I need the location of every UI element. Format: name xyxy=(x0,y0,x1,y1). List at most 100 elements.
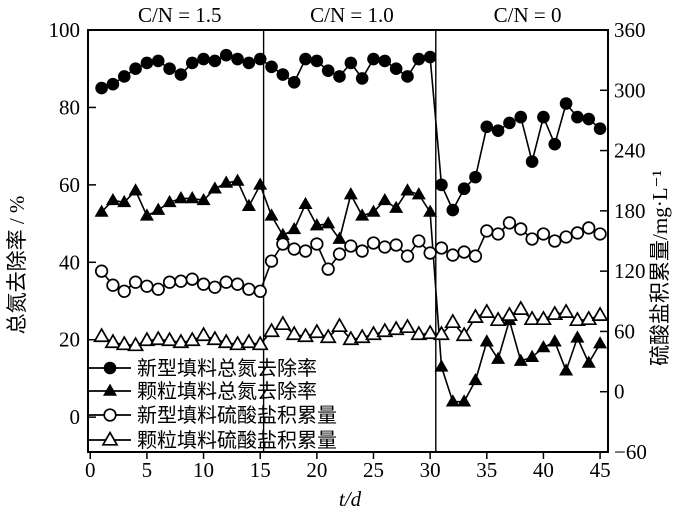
data-point-s1 xyxy=(197,52,210,66)
data-point-s2 xyxy=(525,349,540,362)
data-point-s3 xyxy=(570,226,585,240)
data-point-s1 xyxy=(401,70,414,83)
data-point-s4 xyxy=(93,327,111,343)
data-point-s2 xyxy=(139,208,154,221)
data-point-s4 xyxy=(104,333,122,349)
data-point-s4 xyxy=(263,322,280,338)
data-point-s4 xyxy=(308,323,326,339)
data-point-s4 xyxy=(206,330,224,346)
section-label-3: C/N = 0 xyxy=(494,3,562,27)
data-point-s2 xyxy=(411,187,426,200)
data-point-s1 xyxy=(253,52,267,66)
data-point-s4 xyxy=(342,330,360,346)
data-point-s2 xyxy=(355,208,370,221)
y-right-axis-title: 硫酸盐积累量/mg·L⁻¹ xyxy=(648,170,672,366)
data-point-s3 xyxy=(525,232,539,246)
data-point-s2 xyxy=(321,216,336,229)
y-right-tick-label: 60 xyxy=(614,319,635,343)
data-point-s3 xyxy=(412,234,426,248)
legend-label-1: 新型填料总氮去除率 xyxy=(137,357,317,380)
data-point-s4 xyxy=(455,326,473,342)
data-point-s3 xyxy=(491,227,505,241)
data-point-s1 xyxy=(310,54,324,68)
data-point-s4 xyxy=(444,313,462,329)
data-point-s4 xyxy=(546,305,564,320)
y-right-tick-label: 360 xyxy=(614,18,646,42)
data-point-s1 xyxy=(265,60,278,74)
legend-marker-1 xyxy=(103,361,117,375)
data-point-s4 xyxy=(149,330,167,346)
section-label-1: C/N = 1.5 xyxy=(138,3,222,27)
data-point-s3 xyxy=(514,222,528,236)
data-point-s1 xyxy=(593,122,607,136)
data-point-s3 xyxy=(185,272,199,286)
data-point-s3 xyxy=(208,280,222,294)
data-point-s3 xyxy=(446,248,460,262)
data-point-s2 xyxy=(513,353,528,366)
data-point-s1 xyxy=(559,97,573,110)
y-left-tick-label: 100 xyxy=(49,18,81,42)
data-point-s3 xyxy=(548,234,562,248)
data-point-s1 xyxy=(117,70,131,83)
data-point-s4 xyxy=(466,308,484,324)
data-point-s3 xyxy=(128,275,143,289)
data-point-s1 xyxy=(389,62,403,76)
data-point-s1 xyxy=(219,48,233,62)
data-point-s3 xyxy=(423,246,437,260)
data-point-s3 xyxy=(344,239,358,253)
data-point-s1 xyxy=(276,68,290,81)
data-point-s2 xyxy=(162,194,177,208)
data-point-s3 xyxy=(264,254,279,268)
data-point-s1 xyxy=(480,120,494,134)
x-axis-title: t/d xyxy=(339,487,362,511)
data-point-s2 xyxy=(264,208,279,221)
x-tick-label: 5 xyxy=(142,458,153,482)
data-point-s1 xyxy=(525,155,539,168)
data-point-s3 xyxy=(321,262,335,276)
data-point-s4 xyxy=(534,310,552,326)
x-tick-label: 35 xyxy=(476,458,497,482)
data-point-s1 xyxy=(140,56,154,70)
data-point-s2 xyxy=(275,227,290,240)
data-point-s4 xyxy=(580,310,598,326)
y-left-tick-label: 40 xyxy=(59,250,80,274)
data-point-s3 xyxy=(219,275,233,289)
data-point-s1 xyxy=(571,110,584,124)
data-point-s1 xyxy=(151,54,165,68)
data-point-s1 xyxy=(548,137,562,151)
data-point-s3 xyxy=(230,277,245,291)
data-point-s4 xyxy=(478,303,496,318)
data-point-s2 xyxy=(185,191,200,204)
data-point-s2 xyxy=(445,394,460,407)
data-point-s2 xyxy=(593,336,608,349)
y-left-tick-label: 60 xyxy=(59,173,80,197)
data-point-s3 xyxy=(378,240,392,254)
data-point-s3 xyxy=(457,245,471,259)
data-point-s1 xyxy=(333,70,346,83)
data-point-s2 xyxy=(128,183,143,196)
data-point-s3 xyxy=(162,275,177,289)
data-point-s2 xyxy=(105,192,120,206)
data-point-s1 xyxy=(582,112,596,126)
data-point-s4 xyxy=(161,331,179,347)
data-point-s4 xyxy=(387,320,405,336)
data-point-s2 xyxy=(536,340,551,353)
y-left-axis-title: 总氮去除率 / % xyxy=(5,196,29,335)
data-point-s3 xyxy=(480,224,494,238)
data-point-s4 xyxy=(512,300,530,315)
data-point-s1 xyxy=(367,52,380,66)
data-point-s4 xyxy=(138,331,156,347)
data-point-s2 xyxy=(173,191,188,204)
data-point-s3 xyxy=(389,238,403,252)
x-tick-label: 25 xyxy=(363,458,384,482)
data-point-s2 xyxy=(332,231,347,244)
data-point-s3 xyxy=(582,221,596,235)
data-point-s3 xyxy=(355,244,369,258)
data-point-s3 xyxy=(434,241,449,255)
data-point-s3 xyxy=(536,227,551,241)
data-point-s1 xyxy=(435,178,448,192)
data-point-s1 xyxy=(514,110,528,124)
data-point-s3 xyxy=(400,249,415,263)
data-point-s2 xyxy=(366,204,381,217)
